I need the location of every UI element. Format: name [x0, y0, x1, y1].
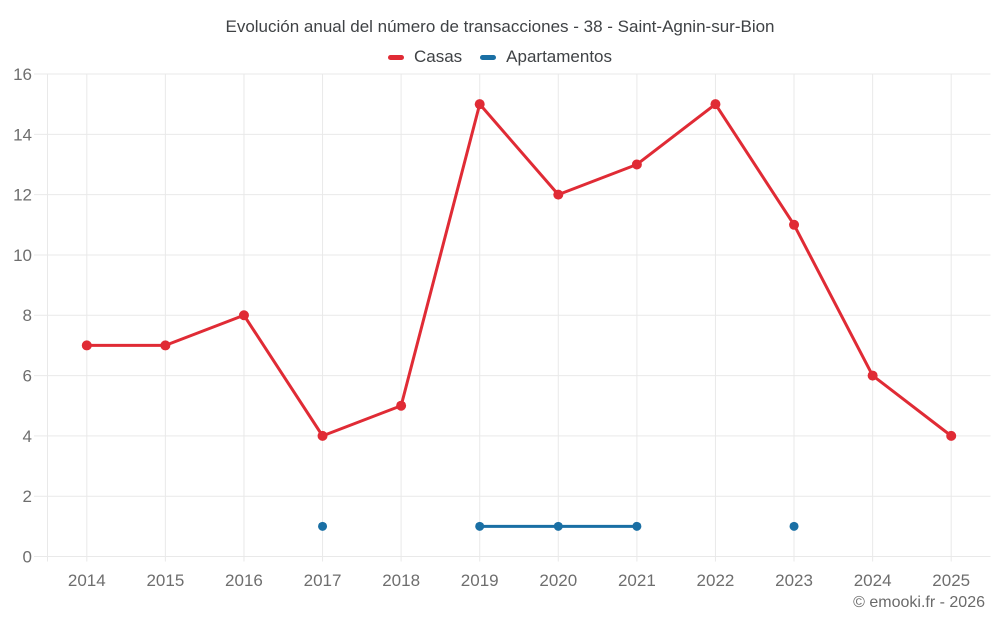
data-point-casas-2022[interactable]	[710, 99, 721, 110]
data-point-apartamentos-2023[interactable]	[789, 521, 799, 531]
legend: Casas Apartamentos	[0, 47, 1000, 67]
x-axis-tick-label: 2016	[225, 571, 263, 590]
copyright: © emooki.fr - 2026	[853, 594, 985, 611]
legend-item-apartamentos[interactable]: Apartamentos	[480, 47, 612, 67]
x-axis-tick-label: 2023	[775, 571, 813, 590]
data-point-casas-2014[interactable]	[81, 340, 92, 351]
data-point-casas-2018[interactable]	[396, 400, 407, 411]
x-axis-tick-label: 2018	[382, 571, 420, 590]
casas-swatch-icon	[387, 54, 404, 60]
y-axis-tick-label: 4	[23, 427, 32, 446]
x-axis-tick-label: 2019	[461, 571, 499, 590]
legend-label-apartamentos: Apartamentos	[506, 47, 613, 66]
y-axis-tick-label: 12	[13, 186, 32, 205]
data-point-casas-2015[interactable]	[160, 340, 171, 351]
x-axis-tick-label: 2022	[697, 571, 735, 590]
y-axis-tick-label: 0	[23, 547, 32, 566]
y-axis-tick-label: 16	[13, 65, 32, 84]
legend-label-casas: Casas	[413, 47, 463, 66]
data-point-apartamentos-2019[interactable]	[475, 521, 485, 531]
data-point-casas-2021[interactable]	[631, 159, 642, 170]
data-point-casas-2016[interactable]	[238, 310, 249, 321]
data-point-casas-2019[interactable]	[474, 99, 485, 110]
data-point-casas-2020[interactable]	[553, 189, 564, 200]
apartamentos-swatch-icon	[480, 54, 497, 60]
x-axis-tick-label: 2021	[618, 571, 656, 590]
x-axis-tick-label: 2015	[146, 571, 184, 590]
x-axis-tick-label: 2024	[854, 571, 892, 590]
data-point-casas-2024[interactable]	[867, 370, 878, 381]
y-axis-tick-label: 2	[23, 487, 32, 506]
y-axis-tick-label: 8	[23, 306, 32, 325]
data-point-apartamentos-2021[interactable]	[632, 521, 642, 531]
x-axis-tick-label: 2025	[932, 571, 970, 590]
data-point-casas-2025[interactable]	[946, 430, 957, 441]
y-axis-tick-label: 14	[13, 125, 32, 144]
data-point-casas-2023[interactable]	[789, 219, 800, 230]
x-axis-tick-label: 2020	[539, 571, 577, 590]
data-point-apartamentos-2020[interactable]	[553, 521, 563, 531]
casas-line	[85, 102, 953, 438]
data-point-apartamentos-2017[interactable]	[318, 521, 328, 531]
y-axis-tick-label: 6	[23, 367, 32, 386]
data-point-casas-2017[interactable]	[317, 430, 328, 441]
x-axis-tick-label: 2014	[68, 571, 106, 590]
y-axis-tick-label: 10	[13, 246, 32, 265]
chart-title: Evolución anual del número de transaccio…	[225, 17, 775, 36]
x-axis-tick-label: 2017	[304, 571, 342, 590]
legend-item-casas[interactable]: Casas	[387, 47, 463, 67]
